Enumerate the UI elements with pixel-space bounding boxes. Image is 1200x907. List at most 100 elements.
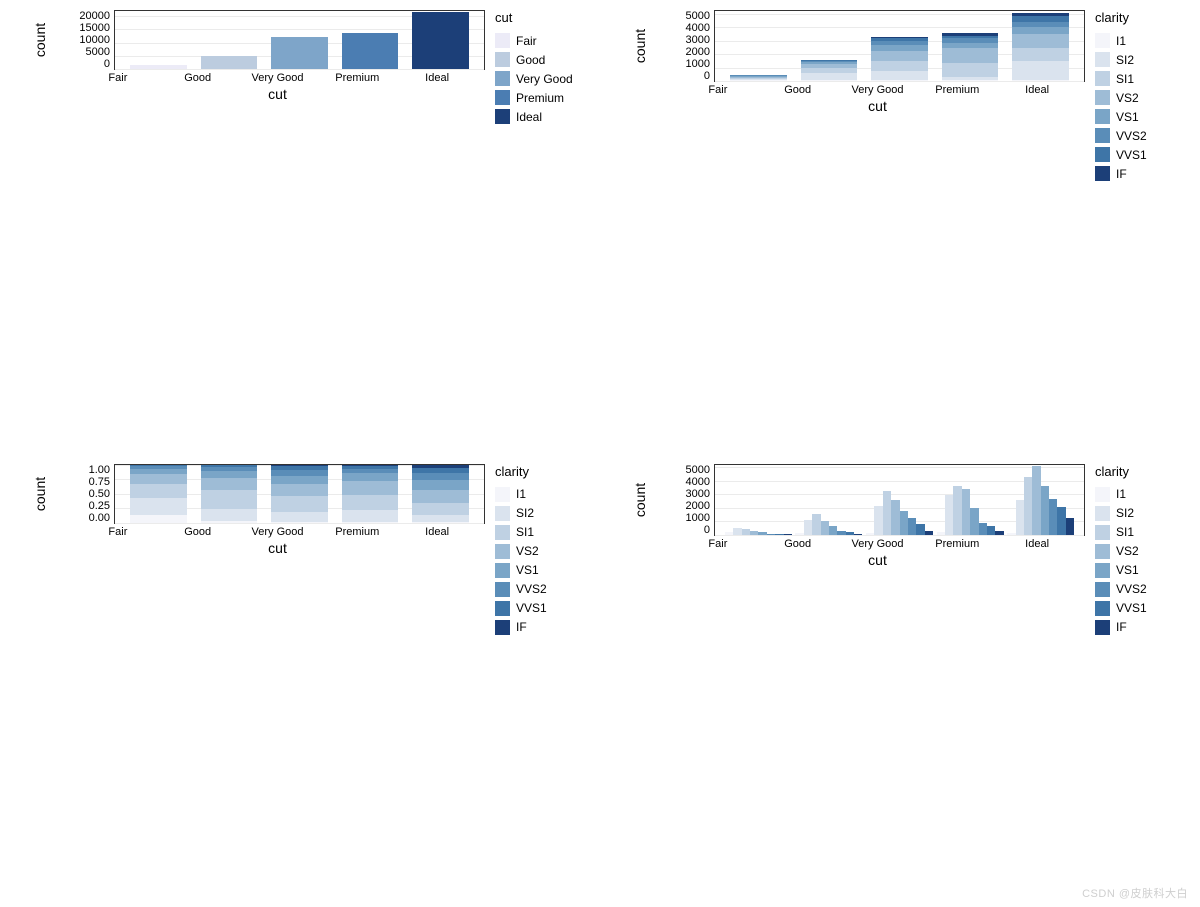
bar-segment [271,496,327,512]
ytick: 0.25 [70,500,110,512]
chart-grid: count 05000100001500020000 FairGoodVery … [10,10,1190,897]
ytick: 0 [670,70,710,82]
legend-item: VVS2 [495,582,590,597]
legend-item: I1 [1095,33,1190,48]
bar [412,12,468,69]
bar-segment [1012,48,1068,61]
ytick: 2000 [670,46,710,58]
dodge-bar [979,523,987,535]
ytick: 0.00 [70,512,110,524]
bar-segment [271,522,327,523]
bar-segment [412,473,468,480]
ytick: 15000 [70,22,110,34]
ytick: 3000 [670,488,710,500]
ytick: 1.00 [70,464,110,476]
xtick: Premium [917,538,997,550]
dodge-bar [837,531,845,535]
legend-swatch [1095,71,1110,86]
bar-segment [1012,34,1068,47]
ytick: 3000 [670,34,710,46]
ytick: 1000 [670,512,710,524]
xtick: Good [158,72,238,84]
legend-label: Fair [516,34,537,48]
legend-label: VVS1 [516,601,547,615]
legend-label: I1 [1116,34,1126,48]
bar-segment [871,80,927,81]
legend-title-clarity-tr: clarity [1095,10,1190,25]
bar-segment [130,498,186,515]
dodge-bar [854,534,862,535]
dodge-bar [804,520,812,535]
xtick: Ideal [997,538,1077,550]
bar [271,37,327,69]
dodge-bar [1032,466,1040,534]
dodge-bar [866,533,874,534]
legend-item: VS1 [495,563,590,578]
dodge-bar [1057,507,1065,535]
legend-item: VVS2 [1095,582,1190,597]
xtick: Fair [678,538,758,550]
panel-top-right: count 010002000300040005000 FairGoodVery… [610,10,1190,444]
legend-swatch [1095,166,1110,181]
legend-label: SI1 [516,525,534,539]
panel-bottom-left: count 0.000.250.500.751.00 FairGoodVery … [10,464,590,898]
legend-item: VS1 [1095,563,1190,578]
dodge-bar [829,526,837,535]
dodge-bar [742,529,750,534]
dodge-bar [962,489,970,534]
xaxis-tr: FairGoodVery GoodPremiumIdeal [670,82,1085,96]
legend-cut: cut FairGoodVery GoodPremiumIdeal [485,10,590,126]
legend-swatch [1095,620,1110,635]
legend-label: VVS1 [1116,148,1147,162]
legend-swatch [495,563,510,578]
dodge-bar [733,528,741,534]
xtick: Premium [317,526,397,538]
legend-label: IF [1116,620,1127,634]
legend-label: SI1 [1116,525,1134,539]
stacked-bar [942,33,998,81]
bar-segment [1012,27,1068,34]
xtick: Premium [917,84,997,96]
legend-label: VS1 [516,563,539,577]
legend-item: VVS1 [495,601,590,616]
legend-item: SI2 [495,506,590,521]
dodge-group [795,465,862,535]
legend-item: IF [1095,166,1190,181]
legend-label: SI2 [1116,506,1134,520]
dodge-bar [767,534,775,535]
watermark: CSDN @皮肤科大白 [1082,885,1188,901]
dodge-bar [995,531,1003,534]
legend-label: VS2 [1116,91,1139,105]
dodge-bar [987,526,995,534]
yticks-br: 010002000300040005000 [670,464,714,536]
yticks-tr: 010002000300040005000 [670,10,714,82]
legend-label: SI2 [1116,53,1134,67]
legend-label: Premium [516,91,564,105]
dodge-bar [970,508,978,535]
dodge-group [866,465,933,535]
bar-segment [271,476,327,485]
xtick: Very Good [238,72,318,84]
dodge-group [1007,465,1074,535]
bar-segment [942,48,998,63]
legend-label: VS1 [1116,563,1139,577]
bar [342,33,398,69]
legend-swatch [495,525,510,540]
legend-clarity-br: clarity I1SI2SI1VS2VS1VVS2VVS1IF [1085,464,1190,637]
legend-clarity-bl: clarity I1SI2SI1VS2VS1VVS2VVS1IF [485,464,590,637]
xtick: Fair [678,84,758,96]
legend-label: I1 [516,487,526,501]
legend-swatch [1095,147,1110,162]
panel-bottom-right: count 010002000300040005000 FairGoodVery… [610,464,1190,898]
yticks-tl: 05000100001500020000 [70,10,114,70]
dodge-bar [1007,533,1015,535]
legend-item: I1 [495,487,590,502]
bar [201,56,257,69]
xtick: Very Good [838,538,918,550]
ytick: 4000 [670,476,710,488]
legend-item: VS1 [1095,109,1190,124]
ytick: 10000 [70,34,110,46]
stacked-bar [801,60,857,81]
legend-label: VS2 [516,544,539,558]
legend-item: Good [495,52,590,67]
